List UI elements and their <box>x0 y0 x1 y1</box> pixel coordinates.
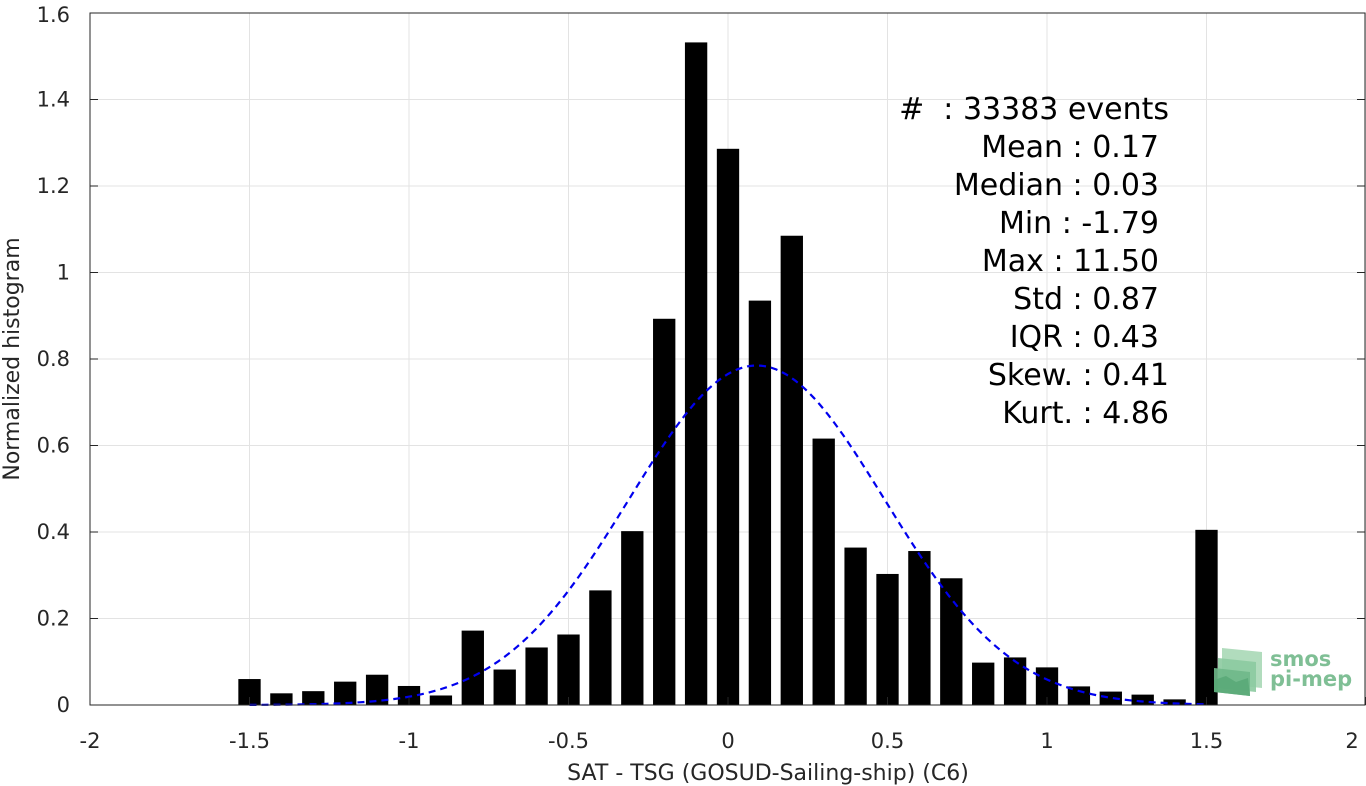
stat-iqr: IQR : 0.43 <box>1010 320 1159 355</box>
x-tick-label: 2 <box>1345 729 1358 753</box>
gaussian-fit-curve <box>249 364 1207 706</box>
bars <box>238 42 1218 706</box>
histogram-bar <box>653 318 676 705</box>
stat-events: # : 33383 events <box>899 92 1169 127</box>
stat-max: Max : 11.50 <box>982 244 1159 279</box>
x-tick-label: -0.5 <box>548 729 589 753</box>
histogram-bar <box>748 300 772 705</box>
y-tick-label: 1.2 <box>37 174 70 198</box>
histogram-bar <box>780 235 803 706</box>
x-tick-label: -2 <box>80 729 101 753</box>
histogram-bar <box>876 573 899 705</box>
histogram-bar <box>844 547 867 705</box>
y-tick-label: 0.4 <box>37 520 70 544</box>
histogram-bar <box>812 438 835 705</box>
histogram-bar <box>493 669 516 705</box>
histogram-bar <box>397 685 421 705</box>
statistics-annotation: # : 33383 events Mean : 0.17 Median : 0.… <box>899 92 1169 431</box>
x-tick-label: 1 <box>1040 729 1053 753</box>
histogram-bar <box>1035 667 1059 705</box>
histogram-bar <box>908 551 931 705</box>
histogram-bar <box>621 531 644 705</box>
histogram-bar <box>684 42 708 706</box>
y-tick-label: 1.4 <box>37 88 70 112</box>
histogram-bar <box>557 634 580 705</box>
histogram-bar <box>589 590 612 705</box>
y-tick-label: 1.6 <box>37 3 70 27</box>
histogram-bar <box>302 691 325 705</box>
histogram-bar <box>1067 686 1091 705</box>
histogram-bar <box>1163 699 1186 705</box>
histogram-bar <box>429 695 453 705</box>
y-axis-ticks: 0 0.2 0.4 0.6 0.8 1 1.2 1.4 1.6 <box>37 3 1365 717</box>
logo-text-pimep: pi-mep <box>1270 667 1352 691</box>
histogram-bar <box>1131 694 1154 705</box>
histogram-bar <box>525 647 548 705</box>
x-tick-label: -1.5 <box>229 729 270 753</box>
histogram-bar <box>270 693 293 705</box>
x-axis-label: SAT - TSG (GOSUD-Sailing-ship) (C6) <box>567 761 969 786</box>
histogram-bar <box>972 662 995 705</box>
stat-min: Min : -1.79 <box>999 206 1159 241</box>
stat-std: Std : 0.87 <box>1013 282 1159 317</box>
histogram-bar <box>1099 691 1122 705</box>
histogram-bar <box>461 630 484 705</box>
histogram-bar <box>1003 657 1027 705</box>
stat-median: Median : 0.03 <box>954 168 1159 203</box>
histogram-bar <box>365 674 389 705</box>
histogram-bar <box>940 578 963 705</box>
x-tick-label: 1.5 <box>1190 729 1223 753</box>
x-tick-label: 0.5 <box>871 729 904 753</box>
histogram-bar <box>716 148 740 705</box>
smos-pimep-logo: smos pi-mep <box>1214 647 1352 696</box>
x-axis-ticks: -2 -1.5 -1 -0.5 0 0.5 1 1.5 2 <box>80 697 1366 753</box>
stat-kurt: Kurt. : 4.86 <box>1002 396 1169 431</box>
x-tick-label: 0 <box>721 729 734 753</box>
y-tick-label: 0.8 <box>37 347 70 371</box>
stat-mean: Mean : 0.17 <box>981 130 1159 165</box>
x-tick-label: -1 <box>399 729 420 753</box>
y-axis-label: Normalized histogram <box>0 237 25 480</box>
logo-text-smos: smos <box>1270 647 1331 671</box>
histogram-bar <box>1195 529 1218 705</box>
logo-graphic-icon <box>1214 648 1262 696</box>
y-tick-label: 0.2 <box>37 607 70 631</box>
y-tick-label: 1 <box>57 261 70 285</box>
histogram-bar <box>238 679 261 705</box>
y-tick-label: 0 <box>57 693 70 717</box>
histogram-bar <box>334 681 357 705</box>
y-tick-label: 0.6 <box>37 434 70 458</box>
stat-skew: Skew. : 0.41 <box>988 358 1169 393</box>
